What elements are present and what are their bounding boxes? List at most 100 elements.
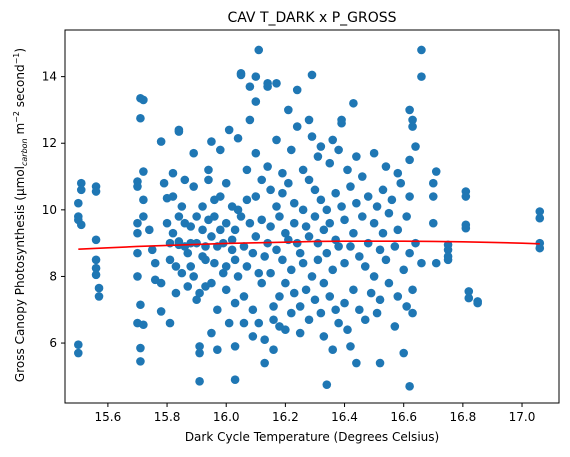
- scatter-point: [269, 315, 278, 325]
- scatter-point: [91, 187, 101, 196]
- scatter-point: [417, 72, 426, 81]
- scatter-point: [278, 168, 287, 178]
- scatter-point: [334, 145, 343, 155]
- scatter-point: [331, 305, 340, 315]
- scatter-point: [355, 305, 364, 315]
- scatter-point: [168, 168, 178, 178]
- scatter-point: [275, 292, 284, 301]
- scatter-point: [213, 345, 222, 355]
- scatter-point: [139, 320, 148, 330]
- scatter-point: [216, 145, 225, 155]
- scatter-point: [145, 225, 154, 235]
- scatter-point: [133, 218, 142, 228]
- scatter-point: [136, 357, 145, 366]
- x-tick-label: 16.4: [331, 410, 358, 424]
- scatter-point: [378, 228, 388, 238]
- plot-frame: [64, 29, 560, 404]
- y-tick-label: 10: [42, 203, 57, 217]
- scatter-point: [328, 345, 338, 355]
- scatter-point: [328, 135, 338, 145]
- scatter-point: [195, 377, 204, 386]
- scatter-point: [307, 132, 317, 141]
- scatter-point: [204, 165, 213, 175]
- scatter-point: [473, 298, 482, 308]
- scatter-point: [147, 245, 157, 255]
- scatter-point: [230, 225, 240, 235]
- scatter-point: [431, 258, 441, 268]
- scatter-point: [428, 192, 438, 201]
- scatter-point: [74, 348, 83, 358]
- y-axis-label: Gross Canopy Photosynthesis (μmolcarbon …: [12, 48, 29, 382]
- scatter-point: [76, 178, 86, 188]
- scatter-point: [369, 148, 379, 158]
- scatter-point: [384, 208, 394, 218]
- scatter-point: [230, 375, 240, 384]
- scatter-point: [245, 82, 255, 91]
- scatter-point: [381, 162, 391, 171]
- scatter-point: [139, 195, 148, 205]
- fit-curve-line: [78, 240, 540, 250]
- scatter-point: [216, 192, 225, 201]
- scatter-point: [221, 218, 231, 228]
- scatter-point: [183, 248, 193, 258]
- scatter-point: [198, 225, 207, 235]
- scatter-point: [139, 212, 148, 221]
- scatter-point: [76, 185, 86, 195]
- scatter-point: [227, 235, 237, 245]
- scatter-point: [139, 95, 148, 105]
- scatter-point: [192, 295, 201, 305]
- scatter-point: [301, 285, 311, 295]
- scatter-point: [337, 115, 346, 125]
- scatter-point: [428, 178, 438, 188]
- scatter-point: [295, 248, 305, 258]
- scatter-point: [168, 228, 178, 238]
- scatter-point: [74, 198, 83, 208]
- y-axis-label-sup2: −1: [12, 53, 21, 65]
- scatter-point: [346, 342, 355, 351]
- scatter-point: [325, 218, 335, 228]
- scatter-point: [331, 188, 340, 198]
- scatter-point: [233, 272, 243, 281]
- scatter-point: [248, 248, 258, 258]
- y-tick-label: 12: [42, 136, 57, 150]
- scatter-point: [198, 202, 207, 211]
- scatter-point: [91, 263, 101, 273]
- scatter-point: [366, 288, 376, 298]
- scatter-point: [266, 222, 275, 231]
- x-axis-label: Dark Cycle Temperature (Degrees Celsius): [185, 430, 439, 444]
- scatter-point: [230, 298, 240, 308]
- scatter-point: [349, 228, 358, 238]
- scatter-point: [195, 348, 204, 358]
- scatter-point: [349, 285, 358, 295]
- scatter-point: [337, 202, 346, 211]
- scatter-point: [284, 105, 293, 115]
- scatter-point: [322, 380, 332, 389]
- scatter-point: [307, 272, 317, 281]
- scatter-point: [355, 252, 364, 261]
- scatter-point: [207, 137, 216, 146]
- scatter-point: [357, 172, 367, 181]
- scatter-point: [352, 152, 361, 161]
- scatter-point: [91, 255, 101, 265]
- scatter-point: [239, 292, 249, 301]
- scatter-point: [195, 342, 204, 351]
- scatter-point: [281, 325, 290, 335]
- scatter-point: [165, 318, 175, 328]
- scatter-point: [266, 268, 275, 278]
- scatter-point: [295, 302, 305, 311]
- scatter-point: [136, 300, 145, 310]
- scatter-point: [183, 282, 193, 291]
- scatter-point: [248, 305, 258, 315]
- scatter-point: [133, 248, 142, 258]
- scatter-point: [180, 175, 190, 185]
- scatter-point: [257, 175, 267, 185]
- scatter-point: [298, 258, 308, 268]
- scatter-point: [221, 178, 231, 188]
- chart-title: CAV T_DARK x P_GROSS: [227, 10, 396, 26]
- scatter-point: [343, 165, 352, 175]
- y-axis-label-mid2: second: [13, 64, 27, 111]
- scatter-point: [139, 167, 148, 176]
- x-tick-label: 16.8: [450, 410, 477, 424]
- scatter-point: [408, 285, 417, 295]
